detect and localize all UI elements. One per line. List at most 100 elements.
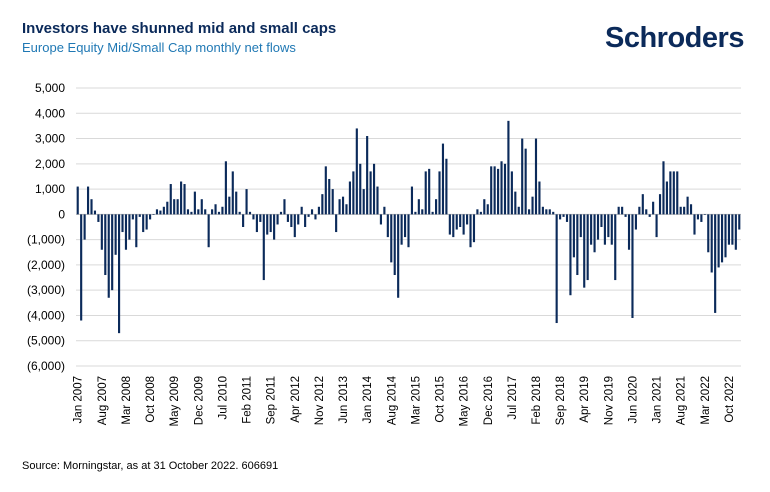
bar — [424, 171, 427, 215]
bar — [500, 161, 503, 215]
bar — [273, 214, 276, 240]
bar — [183, 184, 186, 215]
bar — [414, 211, 417, 215]
bar — [555, 214, 558, 324]
bar — [738, 214, 741, 230]
bar — [596, 214, 600, 240]
bar — [438, 171, 441, 215]
bar — [80, 214, 83, 321]
bar — [290, 214, 293, 227]
chart-title: Investors have shunned mid and small cap… — [22, 20, 337, 37]
bar — [531, 196, 534, 215]
bar — [307, 214, 310, 217]
bar — [228, 196, 231, 215]
bar — [717, 214, 720, 268]
bar — [417, 199, 420, 215]
bar — [421, 209, 424, 215]
bar — [169, 184, 172, 215]
bar — [686, 196, 689, 215]
bar — [93, 210, 97, 215]
bar — [297, 214, 300, 225]
bar — [607, 214, 610, 238]
bar — [283, 199, 286, 215]
bar — [534, 138, 538, 215]
bar — [252, 214, 255, 220]
bar — [266, 214, 269, 235]
bar — [248, 211, 252, 215]
bar — [448, 214, 451, 235]
bar — [214, 204, 217, 215]
y-tick-label: (5,000) — [27, 334, 65, 348]
bar — [186, 209, 190, 215]
bar — [510, 171, 513, 215]
bar — [576, 214, 579, 276]
y-tick-label: 1,000 — [35, 182, 65, 196]
bar — [734, 214, 737, 250]
bar — [262, 214, 265, 281]
bar — [593, 214, 596, 253]
bar — [104, 214, 107, 276]
bar — [383, 206, 386, 215]
bar — [379, 214, 383, 225]
bar — [572, 214, 575, 258]
bar — [348, 181, 351, 215]
bar — [714, 214, 717, 313]
bar — [645, 209, 648, 215]
bar — [166, 201, 169, 215]
y-tick-label: 4,000 — [35, 106, 65, 120]
bar — [321, 194, 324, 215]
x-tick-label: Feb 2011 — [242, 376, 254, 424]
bar — [696, 214, 699, 220]
bar — [586, 214, 589, 281]
bar — [707, 214, 710, 253]
bar — [162, 206, 165, 215]
bar — [486, 204, 489, 215]
bar — [352, 171, 355, 215]
bar — [528, 209, 531, 215]
bar — [689, 204, 693, 215]
bar — [428, 168, 431, 215]
bar — [255, 214, 258, 233]
bar — [128, 214, 131, 240]
x-tick-label: Nov 2019 — [603, 376, 615, 425]
x-tick-label: Nov 2012 — [314, 376, 326, 425]
bar — [111, 214, 114, 291]
bar — [331, 189, 334, 215]
bar — [569, 214, 572, 296]
bar — [669, 171, 672, 215]
x-tick-label: Aug 2014 — [386, 375, 398, 425]
y-tick-label: 2,000 — [35, 157, 65, 171]
bar — [135, 214, 138, 248]
bar — [638, 206, 641, 215]
bar — [634, 214, 637, 230]
bar — [238, 211, 241, 215]
bar — [545, 209, 548, 215]
y-tick-label: (3,000) — [27, 283, 65, 297]
bar — [76, 186, 79, 215]
bar — [86, 186, 90, 215]
bar — [579, 214, 582, 238]
y-tick-label: 5,000 — [35, 81, 65, 95]
bar — [224, 161, 227, 215]
bar — [703, 214, 706, 215]
bar — [497, 168, 500, 215]
bar — [245, 189, 248, 215]
bar — [476, 209, 479, 215]
bar — [552, 211, 555, 215]
bar — [362, 189, 365, 215]
bar — [142, 214, 145, 233]
bar — [180, 181, 183, 215]
bar — [693, 214, 696, 235]
bar — [221, 206, 224, 215]
bar — [159, 210, 162, 215]
bar — [479, 211, 482, 215]
bar — [211, 209, 214, 215]
bar — [242, 214, 245, 227]
bar — [483, 199, 486, 215]
brand-logo: Schroders — [605, 22, 744, 54]
bar — [204, 209, 207, 215]
x-tick-label: Jul 2010 — [217, 376, 229, 419]
bar — [658, 194, 662, 215]
bar — [231, 171, 234, 215]
bar — [269, 214, 272, 233]
